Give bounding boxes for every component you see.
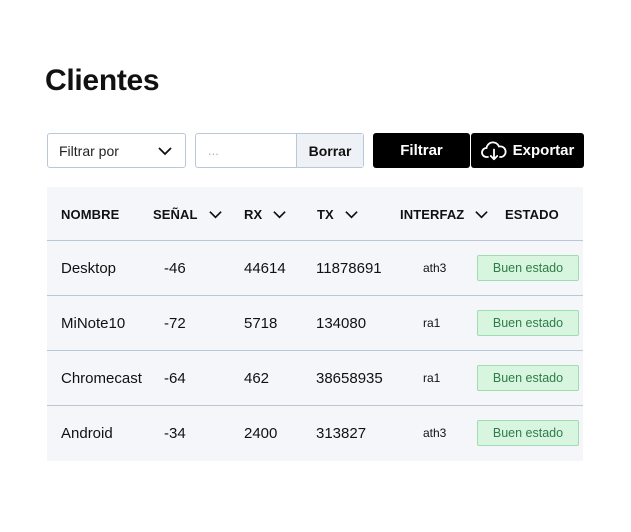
table-row: MiNote10 -72 5718 134080 ra1 Buen estado — [47, 296, 583, 351]
filter-select[interactable]: Filtrar por — [47, 133, 186, 168]
toolbar: Filtrar por Borrar Filtrar Exportar — [47, 133, 584, 169]
chevron-down-icon[interactable] — [344, 207, 359, 222]
table-row: Desktop -46 44614 11878691 ath3 Buen est… — [47, 241, 583, 296]
export-button-label: Exportar — [512, 142, 575, 159]
cell-rx: 44614 — [244, 259, 286, 277]
column-header-nombre: NOMBRE — [61, 206, 120, 222]
status-badge: Buen estado — [477, 365, 579, 391]
filter-button[interactable]: Filtrar — [373, 133, 470, 168]
status-badge: Buen estado — [477, 310, 579, 336]
column-header-interfaz[interactable]: INTERFAZ — [400, 187, 489, 241]
cell-rx: 462 — [244, 369, 270, 387]
cell-senal: -46 — [164, 259, 186, 277]
cell-tx: 11878691 — [316, 259, 382, 277]
cell-interfaz: ath3 — [423, 426, 447, 440]
status-badge: Buen estado — [477, 255, 579, 281]
table-row: Android -34 2400 313827 ath3 Buen estado — [47, 406, 583, 461]
cell-senal: -72 — [164, 314, 186, 332]
cell-tx: 134080 — [316, 314, 367, 332]
clients-table: NOMBRE SEÑAL RX TX INTERFAZ ESTADO Deskt… — [47, 187, 583, 461]
chevron-down-icon[interactable] — [474, 207, 489, 222]
cell-interfaz: ra1 — [423, 316, 441, 330]
export-button[interactable]: Exportar — [471, 133, 584, 168]
table-row: Chromecast -64 462 38658935 ra1 Buen est… — [47, 351, 583, 406]
cell-tx: 313827 — [316, 424, 367, 442]
cell-senal: -64 — [164, 369, 186, 387]
cell-interfaz: ra1 — [423, 371, 441, 385]
column-header-tx[interactable]: TX — [317, 187, 359, 241]
status-badge: Buen estado — [477, 420, 579, 446]
column-header-estado: ESTADO — [505, 206, 559, 222]
cell-nombre: Desktop — [61, 259, 117, 277]
cell-nombre: MiNote10 — [61, 314, 126, 332]
chevron-down-icon[interactable] — [272, 207, 287, 222]
clear-button[interactable]: Borrar — [296, 134, 363, 167]
cell-rx: 2400 — [244, 424, 278, 442]
cell-tx: 38658935 — [316, 369, 383, 387]
cell-nombre: Android — [61, 424, 113, 442]
cell-nombre: Chromecast — [61, 369, 142, 387]
search-input[interactable] — [196, 134, 296, 167]
search-group: Borrar — [195, 133, 364, 168]
cell-rx: 5718 — [244, 314, 278, 332]
column-header-senal[interactable]: SEÑAL — [153, 187, 223, 241]
cell-interfaz: ath3 — [423, 261, 447, 275]
table-header: NOMBRE SEÑAL RX TX INTERFAZ ESTADO — [47, 187, 583, 241]
page-title: Clientes — [45, 64, 160, 97]
filter-select-value: Filtrar por — [59, 142, 119, 159]
chevron-down-icon — [158, 147, 172, 156]
cloud-download-icon — [480, 140, 507, 160]
chevron-down-icon[interactable] — [208, 207, 223, 222]
column-header-rx[interactable]: RX — [244, 187, 287, 241]
cell-senal: -34 — [164, 424, 186, 442]
